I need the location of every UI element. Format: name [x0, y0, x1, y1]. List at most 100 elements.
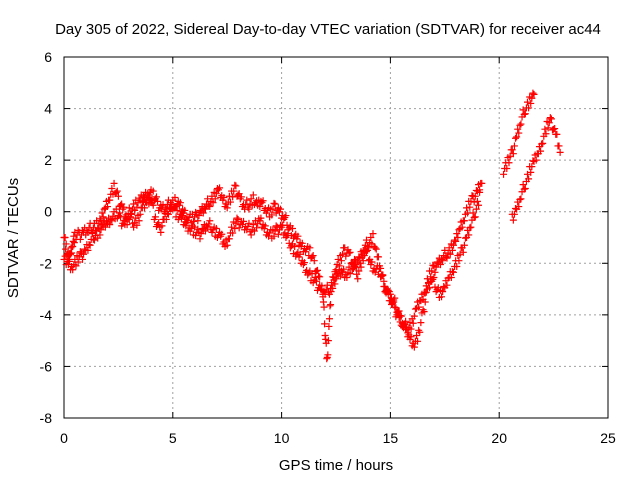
- data-point: [272, 222, 280, 230]
- data-point: [149, 187, 157, 195]
- data-point: [464, 209, 472, 217]
- data-point: [183, 219, 191, 227]
- data-point: [130, 200, 138, 208]
- y-tick-label: 2: [44, 152, 52, 168]
- data-point: [176, 199, 184, 207]
- data-point: [331, 280, 339, 288]
- data-point: [556, 148, 564, 156]
- data-point: [284, 230, 292, 238]
- data-point: [189, 217, 197, 225]
- data-point: [414, 337, 422, 345]
- data-point: [74, 258, 82, 266]
- data-point: [62, 240, 70, 248]
- data-point: [364, 243, 372, 251]
- data-point: [365, 257, 373, 265]
- data-point: [439, 288, 447, 296]
- data-point: [138, 197, 146, 205]
- data-point: [529, 157, 537, 165]
- data-point: [259, 197, 267, 205]
- data-point: [545, 119, 553, 127]
- data-point: [233, 214, 241, 222]
- data-point: [348, 266, 356, 274]
- data-point: [72, 262, 80, 270]
- data-point: [194, 217, 202, 225]
- data-point: [541, 125, 549, 133]
- data-point: [312, 267, 320, 275]
- data-point: [199, 209, 207, 217]
- data-point: [354, 275, 362, 283]
- data-point: [417, 319, 425, 327]
- data-point: [108, 185, 116, 193]
- data-point: [163, 210, 171, 218]
- data-point: [125, 204, 133, 212]
- series-3: [500, 89, 538, 178]
- data-point: [76, 235, 84, 243]
- data-point: [67, 250, 75, 258]
- data-point: [505, 159, 513, 167]
- data-point: [525, 175, 533, 183]
- data-point: [519, 181, 527, 189]
- data-point: [384, 286, 392, 294]
- data-point: [226, 198, 234, 206]
- data-point: [324, 351, 332, 359]
- data-point: [271, 227, 279, 235]
- data-point: [470, 198, 478, 206]
- data-point: [514, 125, 522, 133]
- data-point: [112, 205, 120, 213]
- data-point: [245, 205, 253, 213]
- data-point: [450, 268, 458, 276]
- data-point: [185, 214, 193, 222]
- data-point: [476, 186, 484, 194]
- data-point: [266, 229, 274, 237]
- data-point: [446, 250, 454, 258]
- data-point: [438, 255, 446, 263]
- data-point: [340, 265, 348, 273]
- series-2: [60, 179, 486, 337]
- data-point: [428, 267, 436, 275]
- data-point: [84, 246, 92, 254]
- data-point: [212, 190, 220, 198]
- data-point: [510, 210, 518, 218]
- data-point: [392, 304, 400, 312]
- data-point: [223, 204, 231, 212]
- data-point: [369, 230, 377, 238]
- data-point: [381, 282, 389, 290]
- y-tick-label: 4: [44, 101, 52, 117]
- data-point: [372, 265, 380, 273]
- data-point: [294, 232, 302, 240]
- series-4: [508, 114, 564, 224]
- data-point: [181, 206, 189, 214]
- data-point: [523, 98, 531, 106]
- data-point: [424, 279, 432, 287]
- data-point: [448, 268, 456, 276]
- data-point: [396, 312, 404, 320]
- data-point: [98, 209, 106, 217]
- data-point: [247, 195, 255, 203]
- data-point: [475, 201, 483, 209]
- y-tick-label: 0: [44, 204, 52, 220]
- data-point: [296, 250, 304, 258]
- data-point: [269, 205, 277, 213]
- data-point: [282, 212, 290, 220]
- data-point: [368, 258, 376, 266]
- data-point: [270, 232, 278, 240]
- data-point: [171, 203, 179, 211]
- data-point: [291, 243, 299, 251]
- data-point: [513, 133, 521, 141]
- data-point: [65, 257, 73, 265]
- data-point: [452, 237, 460, 245]
- data-point: [216, 184, 224, 192]
- data-point: [365, 244, 373, 252]
- data-point: [358, 253, 366, 261]
- data-point: [232, 182, 240, 190]
- data-point: [97, 226, 105, 234]
- data-point: [318, 282, 326, 290]
- data-point: [527, 99, 535, 107]
- data-point: [391, 303, 399, 311]
- data-point: [133, 203, 141, 211]
- data-point: [106, 221, 114, 229]
- data-point: [316, 273, 324, 281]
- data-point: [196, 235, 204, 243]
- data-point: [520, 110, 528, 118]
- data-point: [110, 179, 118, 187]
